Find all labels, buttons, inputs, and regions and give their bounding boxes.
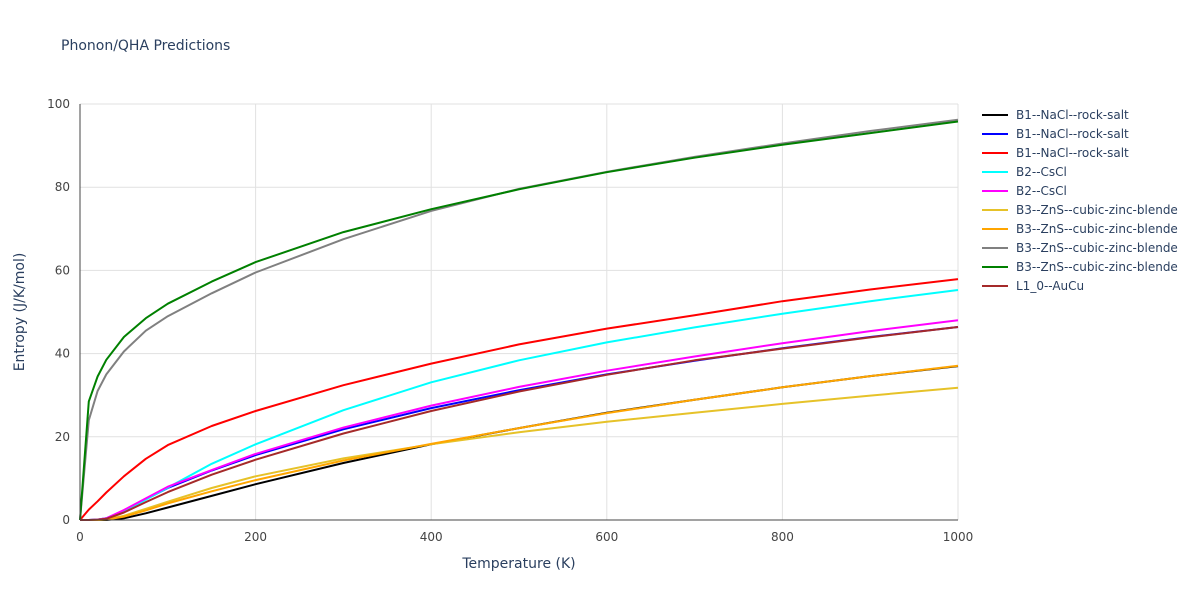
legend-item[interactable]: B1--NaCl--rock-salt	[982, 127, 1129, 141]
legend-label: B2--CsCl	[1016, 184, 1067, 198]
x-tick-label: 800	[771, 530, 794, 544]
legend-item[interactable]: L1_0--AuCu	[982, 279, 1084, 293]
x-tick-label: 1000	[943, 530, 974, 544]
legend-label: B1--NaCl--rock-salt	[1016, 127, 1129, 141]
y-tick-label: 60	[55, 263, 70, 277]
series-line	[80, 289, 959, 521]
y-tick-label: 100	[47, 97, 70, 111]
legend[interactable]: B1--NaCl--rock-salt B1--NaCl--rock-salt B1…	[982, 108, 1178, 293]
legend-item[interactable]: B1--NaCl--rock-salt	[982, 146, 1129, 160]
legend-item[interactable]: B2--CsCl	[982, 165, 1067, 179]
x-axis-title: Temperature (K)	[461, 556, 575, 572]
legend-item[interactable]: B3--ZnS--cubic-zinc-blende	[982, 222, 1178, 236]
y-tick-label: 0	[62, 513, 70, 527]
x-tick-label: 600	[595, 530, 618, 544]
legend-label: B1--NaCl--rock-salt	[1016, 108, 1129, 122]
series-line	[80, 326, 959, 521]
legend-item[interactable]: B3--ZnS--cubic-zinc-blende	[982, 203, 1178, 217]
legend-item[interactable]: B2--CsCl	[982, 184, 1067, 198]
series-line	[80, 386, 959, 521]
y-tick-label: 40	[55, 347, 70, 361]
legend-label: B3--ZnS--cubic-zinc-blende	[1016, 222, 1178, 236]
y-tick-label: 20	[55, 430, 70, 444]
legend-label: B3--ZnS--cubic-zinc-blende	[1016, 260, 1178, 274]
legend-item[interactable]: B3--ZnS--cubic-zinc-blende	[982, 260, 1178, 274]
series-line	[80, 319, 959, 521]
series-line	[79, 118, 959, 521]
grid-lines	[80, 103, 959, 520]
legend-label: B3--ZnS--cubic-zinc-blende	[1016, 241, 1178, 255]
axes: 0 200 400 600 800 1000 0 20 40 60 80 100	[47, 97, 973, 544]
chart-title: Phonon/QHA Predictions	[61, 38, 230, 54]
x-tick-label: 400	[420, 530, 443, 544]
series-line	[79, 278, 959, 521]
legend-item[interactable]: B1--NaCl--rock-salt	[982, 108, 1129, 122]
legend-label: L1_0--AuCu	[1016, 279, 1084, 293]
series-line	[79, 120, 959, 521]
y-tick-label: 80	[55, 180, 70, 194]
series-lines	[79, 118, 959, 521]
legend-label: B1--NaCl--rock-salt	[1016, 146, 1129, 160]
legend-label: B2--CsCl	[1016, 165, 1067, 179]
legend-label: B3--ZnS--cubic-zinc-blende	[1016, 203, 1178, 217]
x-tick-label: 200	[244, 530, 267, 544]
y-axis-title: Entropy (J/K/mol)	[12, 253, 28, 372]
legend-item[interactable]: B3--ZnS--cubic-zinc-blende	[982, 241, 1178, 255]
x-tick-label: 0	[76, 530, 84, 544]
